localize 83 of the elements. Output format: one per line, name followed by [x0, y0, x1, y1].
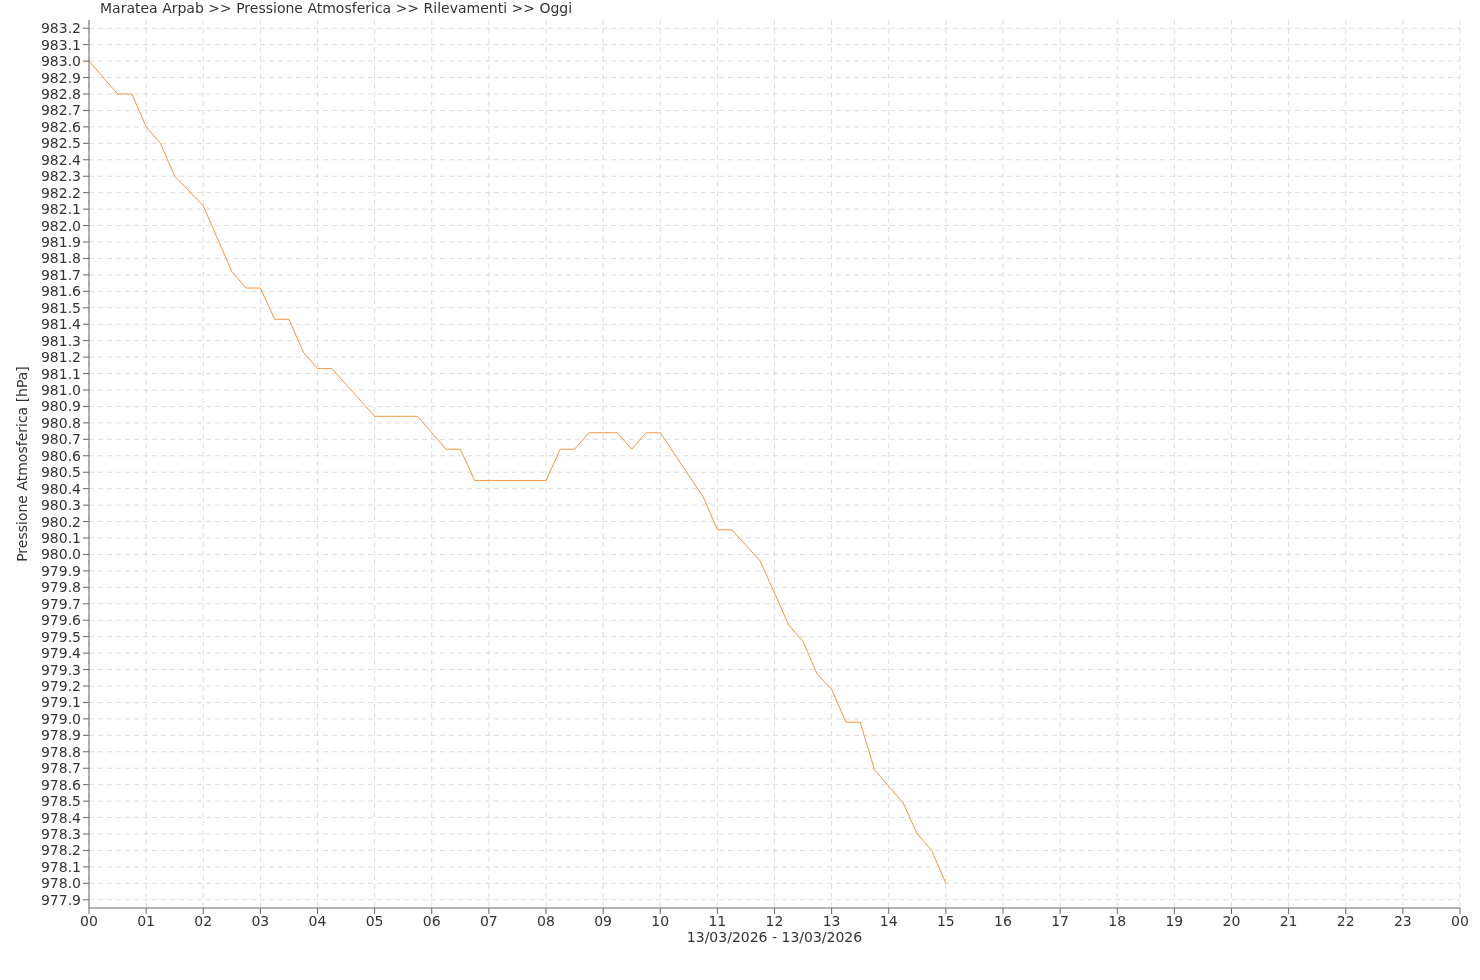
- x-tick-label: 00: [80, 912, 98, 929]
- x-tick-label: 12: [765, 912, 784, 929]
- y-tick-label: 983.1: [40, 36, 81, 53]
- y-tick-label: 981.1: [40, 365, 81, 382]
- y-tick-label: 983.0: [40, 53, 81, 70]
- y-tick-label: 980.4: [40, 480, 82, 497]
- x-tick-label: 10: [651, 912, 670, 929]
- y-tick-label: 979.4: [40, 645, 82, 662]
- y-tick-label: 981.7: [40, 266, 81, 283]
- y-tick-label: 982.6: [40, 118, 82, 135]
- y-tick-label: 978.9: [40, 727, 81, 744]
- y-tick-label: 979.1: [40, 694, 81, 711]
- y-tick-label: 982.0: [40, 217, 81, 234]
- x-tick-label: 05: [365, 912, 384, 929]
- y-tick-label: 981.9: [40, 233, 81, 250]
- y-tick-label: 978.2: [40, 842, 81, 859]
- y-tick-label: 977.9: [40, 891, 81, 908]
- x-tick-label: 23: [1393, 912, 1412, 929]
- y-tick-label: 979.8: [40, 579, 81, 596]
- y-tick-label: 980.3: [40, 497, 81, 514]
- x-axis-title: 13/03/2026 - 13/03/2026: [686, 929, 863, 945]
- y-tick-label: 982.2: [40, 184, 81, 201]
- x-tick-label: 04: [308, 912, 327, 929]
- y-tick-label: 979.0: [40, 710, 81, 727]
- x-tick-label: 03: [251, 912, 270, 929]
- x-tick-label: 08: [537, 912, 555, 929]
- y-tick-label: 980.7: [40, 431, 81, 448]
- y-tick-label: 978.1: [40, 858, 81, 875]
- x-tick-label: 20: [1222, 912, 1241, 929]
- y-tick-label: 978.5: [40, 793, 81, 810]
- y-tick-label: 981.6: [40, 283, 82, 300]
- x-tick-label: 21: [1279, 912, 1298, 929]
- x-tick-label: 13: [822, 912, 841, 929]
- y-tick-label: 979.2: [40, 677, 81, 694]
- y-tick-label: 981.5: [40, 299, 81, 316]
- y-tick-label: 978.4: [40, 809, 82, 826]
- y-tick-label: 982.1: [40, 201, 81, 218]
- y-tick-label: 980.9: [40, 398, 81, 415]
- line-series: [89, 60, 947, 884]
- x-tick-label: 02: [194, 912, 213, 929]
- x-tick-label: 22: [1336, 912, 1355, 929]
- x-tick-label: 14: [879, 912, 898, 929]
- y-tick-label: 982.3: [40, 168, 81, 185]
- y-tick-label: 978.3: [40, 825, 81, 842]
- y-tick-label: 978.8: [40, 743, 81, 760]
- y-tick-label: 982.9: [40, 69, 81, 86]
- x-tick-label: 06: [422, 912, 441, 929]
- y-tick-label: 979.3: [40, 661, 81, 678]
- y-tick-label: 983.2: [40, 20, 81, 37]
- y-tick-label: 981.4: [40, 316, 82, 333]
- y-tick-label: 978.7: [40, 760, 81, 777]
- y-tick-label: 981.0: [40, 381, 81, 398]
- y-axis-title: Pressione Atmosferica [hPa]: [13, 366, 30, 562]
- y-tick-label: 979.7: [40, 595, 81, 612]
- y-tick-label: 979.5: [40, 628, 81, 645]
- x-tick-label: 07: [479, 912, 498, 929]
- y-tick-label: 980.8: [40, 414, 81, 431]
- x-tick-label: 11: [708, 912, 727, 929]
- x-tick-label: 19: [1165, 912, 1184, 929]
- x-tick-label: 18: [1108, 912, 1127, 929]
- y-tick-label: 982.7: [40, 102, 81, 119]
- x-tick-label: 00: [1451, 912, 1469, 929]
- x-tick-label: 15: [936, 912, 955, 929]
- x-tick-label: 01: [137, 912, 156, 929]
- x-tick-label: 09: [594, 912, 613, 929]
- y-tick-label: 982.8: [40, 85, 81, 102]
- y-tick-label: 982.4: [40, 151, 82, 168]
- y-tick-label: 979.6: [40, 612, 82, 629]
- y-tick-label: 979.9: [40, 562, 81, 579]
- y-tick-label: 978.6: [40, 776, 82, 793]
- chart-title: Maratea Arpab >> Pressione Atmosferica >> Rilevamenti >> Oggi: [100, 0, 573, 16]
- y-tick-label: 978.0: [40, 875, 81, 892]
- y-tick-label: 980.2: [40, 513, 81, 530]
- y-tick-label: 980.0: [40, 546, 81, 563]
- y-tick-label: 980.5: [40, 464, 81, 481]
- y-tick-label: 981.8: [40, 250, 81, 267]
- y-tick-label: 982.5: [40, 135, 81, 152]
- y-tick-label: 981.3: [40, 332, 81, 349]
- x-tick-label: 17: [1051, 912, 1070, 929]
- y-tick-label: 980.1: [40, 529, 81, 546]
- y-tick-label: 981.2: [40, 349, 81, 366]
- y-tick-label: 980.6: [40, 447, 82, 464]
- x-tick-label: 16: [994, 912, 1012, 929]
